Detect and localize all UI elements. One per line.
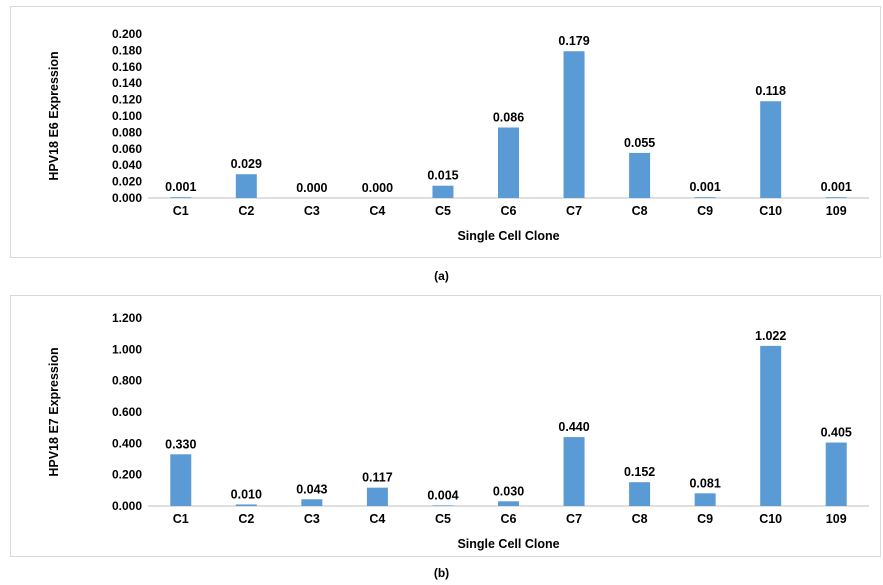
chart-panel-b: 0.000 0.200 0.400 0.600 0.800 1.000 1.200 0.330… <box>10 295 881 557</box>
y-tick-label: 1.200 <box>112 311 142 325</box>
y-tick-label: 0.600 <box>112 405 142 419</box>
data-label: 0.030 <box>493 484 524 498</box>
data-label: 0.086 <box>493 110 524 124</box>
y-tick-label: 1.000 <box>112 342 142 356</box>
x-tick-label: C3 <box>304 512 320 526</box>
bar-c1 <box>170 454 192 506</box>
data-label: 0.001 <box>689 180 720 194</box>
x-tick-label: C4 <box>369 512 385 526</box>
x-tick-label: C9 <box>697 204 713 218</box>
data-label: 0.043 <box>296 482 327 496</box>
y-tick-label: 0.000 <box>112 499 142 513</box>
data-label: 0.055 <box>624 136 655 150</box>
x-tick-label: 109 <box>826 204 847 218</box>
x-tick-label: C2 <box>238 204 254 218</box>
data-label: 0.000 <box>362 181 393 195</box>
x-tick-label: C6 <box>501 204 517 218</box>
bar-c10 <box>760 345 782 506</box>
bar-c4 <box>366 487 388 506</box>
bar-c7 <box>563 51 585 198</box>
x-tick-label: C7 <box>566 204 582 218</box>
chart-panel-a: 0.000 0.020 0.040 0.060 0.080 0.100 0.120 0.140… <box>10 6 881 258</box>
y-tick-label: 0.000 <box>112 191 142 205</box>
y-tick-label: 0.160 <box>112 60 142 74</box>
y-tick-label: 0.180 <box>112 43 142 57</box>
y-tick-label: 0.060 <box>112 142 142 156</box>
data-label: 0.081 <box>689 476 720 490</box>
x-tick-label: C7 <box>566 512 582 526</box>
bar-c5 <box>432 185 454 198</box>
y-tick-label: 0.200 <box>112 468 142 482</box>
x-tick-label: C8 <box>632 512 648 526</box>
bar-109 <box>825 442 847 506</box>
data-label: 0.015 <box>427 169 458 183</box>
x-tick-label: C4 <box>369 204 385 218</box>
x-tick-label: C1 <box>173 512 189 526</box>
x-axis-title: Single Cell Clone <box>457 229 559 243</box>
bar-c7 <box>563 437 585 506</box>
x-axis-title: Single Cell Clone <box>457 537 559 551</box>
y-axis-title: HPV18 E6 Expression <box>47 51 61 180</box>
bar-c8 <box>629 152 651 198</box>
x-tick-label: C3 <box>304 204 320 218</box>
x-tick-label: C10 <box>759 204 782 218</box>
data-label: 0.029 <box>231 157 262 171</box>
y-tick-label: 0.800 <box>112 374 142 388</box>
chart-a-caption: (a) <box>434 269 449 283</box>
data-label: 0.330 <box>165 437 196 451</box>
x-tick-label: C10 <box>759 512 782 526</box>
y-tick-label: 0.200 <box>112 27 142 41</box>
chart-b-svg: 0.000 0.200 0.400 0.600 0.800 1.000 1.200 0.330… <box>47 311 869 551</box>
data-label: 0.001 <box>821 180 852 194</box>
x-tick-label: C9 <box>697 512 713 526</box>
x-tick-label: C5 <box>435 512 451 526</box>
bar-c6 <box>498 501 519 506</box>
bar-c1 <box>170 197 192 198</box>
data-label: 0.004 <box>427 488 458 502</box>
bar-c9 <box>694 197 716 198</box>
bar-c5 <box>432 505 454 506</box>
chart-b-caption: (b) <box>433 566 450 580</box>
bar-c2 <box>235 174 257 198</box>
data-label: 1.022 <box>755 329 786 343</box>
data-label: 0.000 <box>296 181 327 195</box>
data-label: 0.118 <box>755 84 786 98</box>
data-label: 0.001 <box>165 180 196 194</box>
bar-c6 <box>498 127 519 198</box>
data-label: 0.010 <box>231 487 262 501</box>
bar-c2 <box>235 504 257 506</box>
y-tick-label: 0.400 <box>112 436 142 450</box>
x-tick-label: C5 <box>435 204 451 218</box>
x-tick-label: C2 <box>238 512 254 526</box>
y-tick-label: 0.100 <box>112 109 142 123</box>
x-tick-label: C6 <box>501 512 517 526</box>
x-tick-label: C1 <box>173 204 189 218</box>
bar-109 <box>825 197 847 198</box>
x-tick-label: C8 <box>632 204 648 218</box>
y-tick-label: 0.080 <box>112 125 142 139</box>
x-tick-label: 109 <box>826 512 847 526</box>
bar-c10 <box>760 101 782 198</box>
chart-a-svg: 0.000 0.020 0.040 0.060 0.080 0.100 0.120 0.140… <box>47 27 869 243</box>
data-label: 0.179 <box>558 34 589 48</box>
data-label: 0.405 <box>821 426 852 440</box>
y-axis-title: HPV18 E7 Expression <box>47 347 61 476</box>
y-tick-label: 0.020 <box>112 175 142 189</box>
y-tick-label: 0.140 <box>112 76 142 90</box>
bar-c3 <box>301 499 323 506</box>
bar-c8 <box>629 482 651 506</box>
data-label: 0.152 <box>624 465 655 479</box>
data-label: 0.440 <box>558 420 589 434</box>
y-tick-label: 0.040 <box>112 158 142 172</box>
data-label: 0.117 <box>362 471 393 485</box>
bar-c9 <box>694 493 716 506</box>
y-tick-label: 0.120 <box>112 93 142 107</box>
